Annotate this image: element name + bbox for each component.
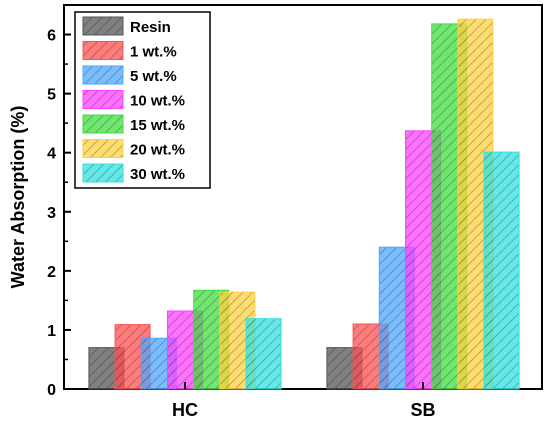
legend-label: 30 wt.% (130, 166, 185, 183)
legend-swatch (82, 114, 124, 134)
legend-label: 10 wt.% (130, 93, 185, 110)
legend: Resin 1 wt.% 5 wt.% 10 wt.% 15 wt.% 20 wt.% 30… (74, 11, 211, 189)
y-tick-label: 0 (47, 382, 56, 399)
y-tick-label: 3 (47, 205, 56, 222)
y-axis-title: Water Absorption (%) (8, 106, 28, 289)
x-tick-label-hc: HC (172, 400, 198, 420)
legend-swatch (82, 65, 124, 85)
legend-swatch (82, 163, 124, 183)
y-tick-label: 6 (47, 28, 56, 45)
legend-swatch (82, 139, 124, 158)
legend-label: 20 wt.% (130, 142, 185, 159)
y-tick-label: 5 (47, 87, 56, 104)
x-tick-label-sb: SB (410, 400, 435, 420)
y-tick-label: 4 (47, 146, 56, 163)
y-tick-label: 1 (47, 323, 56, 340)
y-tick-label: 2 (47, 264, 56, 281)
legend-label: Resin (130, 19, 171, 36)
legend-label: 5 wt.% (130, 68, 177, 85)
legend-label: 1 wt.% (130, 44, 177, 61)
bar-sb-series-6 (483, 151, 520, 390)
legend-swatch (82, 90, 124, 109)
legend-swatch (82, 16, 124, 36)
legend-label: 15 wt.% (130, 117, 185, 134)
x-axis: HC SB (172, 382, 436, 420)
y-axis: 0 1 2 3 4 5 6 (47, 28, 71, 399)
bars-group (88, 18, 520, 390)
plot-frame (63, 4, 543, 390)
legend-swatch (82, 41, 124, 60)
bar-hc-series-6 (245, 318, 282, 390)
